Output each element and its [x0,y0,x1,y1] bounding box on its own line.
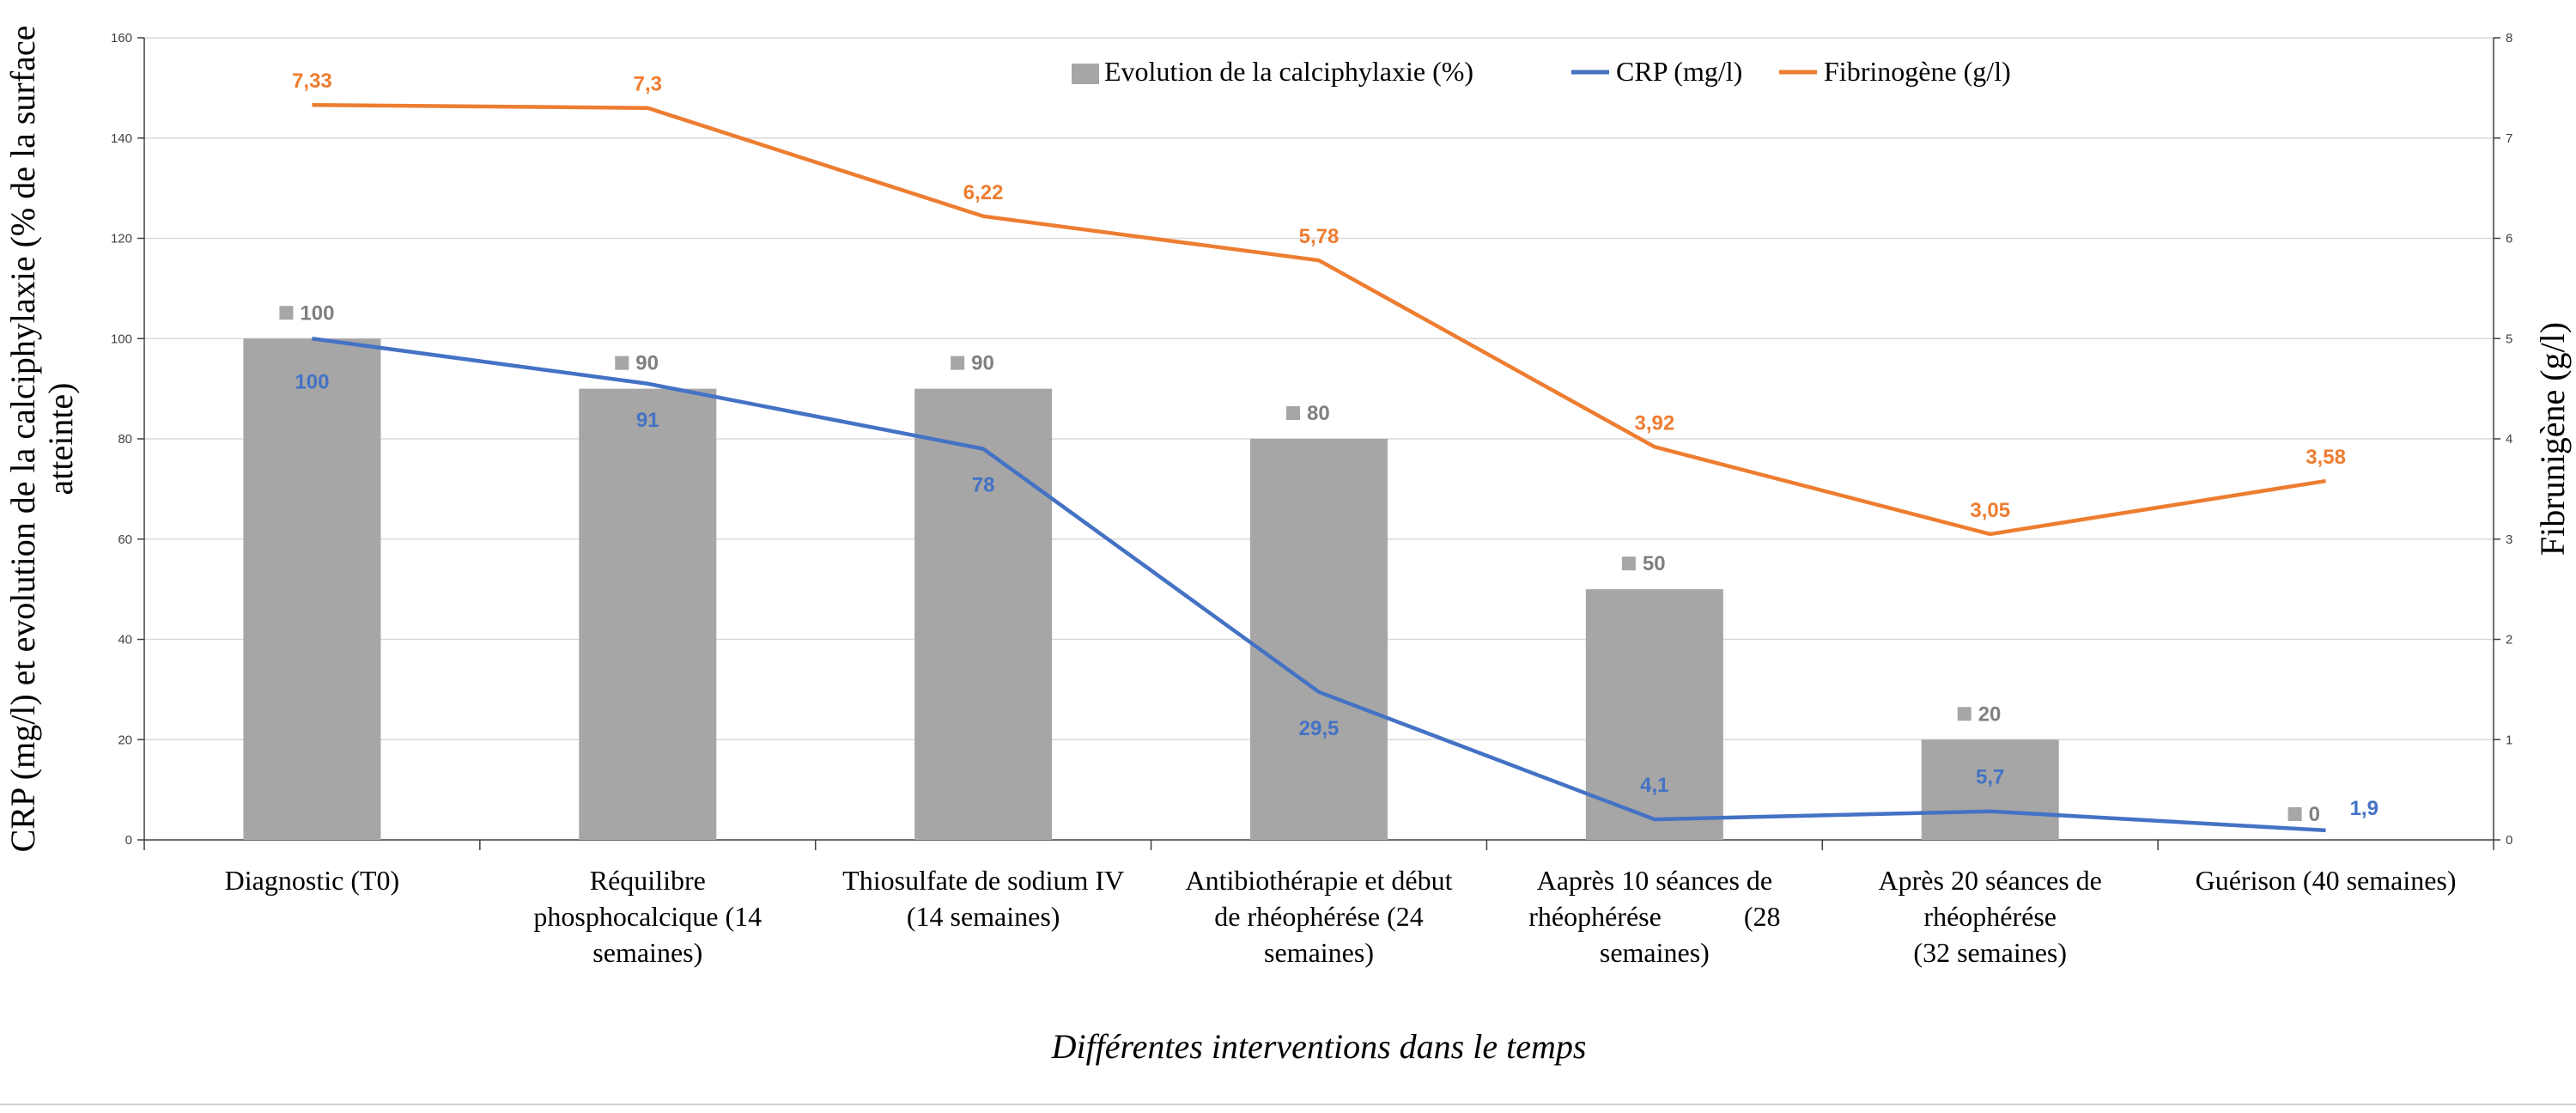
x-category-label: (32 semaines) [1913,937,2067,968]
fibrinogen-data-label: 3,05 [1970,499,2010,522]
x-category-label: rhéophérése [1923,901,2057,932]
x-axis-title: Différentes interventions dans le temps [1051,1027,1587,1066]
crp-data-label: 29,5 [1299,717,1340,740]
bar [914,388,1053,840]
right-tick-label: 0 [2506,833,2512,848]
fibrinogen-data-label: 7,33 [292,70,332,93]
bar-data-label: 50 [1643,552,1666,575]
series-line-1 [312,337,2326,833]
left-tick-label: 140 [111,131,132,146]
x-category-label: semaines) [1264,937,1374,968]
x-category-label: (14 semaines) [907,901,1060,932]
right-tick-label: 1 [2506,733,2512,747]
legend-label-crp: CRP (mg/l) [1616,56,1742,87]
crp-data-label: 5,7 [1976,766,2004,789]
left-tick-label: 80 [118,432,132,447]
series-line-2 [312,102,2326,537]
bar-label-marker [1621,556,1636,571]
right-axis-title: Fibrunigène (g/l) [2533,322,2572,556]
bar-label-marker [615,356,629,370]
bar-label-marker [279,306,294,320]
crp-data-label: 78 [972,474,995,497]
right-tick-label: 6 [2506,232,2512,246]
left-tick-label: 40 [118,633,132,648]
x-category-label: semaines) [592,937,702,968]
right-tick-label: 8 [2506,31,2512,46]
bar-data-label: 90 [635,352,659,375]
bar-label-marker [2287,807,2302,821]
left-tick-label: 20 [118,733,132,747]
x-category-label: Diagnostic (T0) [225,865,400,896]
right-tick-label: 7 [2506,131,2512,146]
bar-data-label: 20 [1978,702,2002,726]
fibrinogen-data-label: 3,92 [1634,411,1674,435]
bar-data-label: 90 [971,352,994,375]
left-tick-label: 100 [111,331,132,346]
x-category-label: Guérison (40 semaines) [2196,865,2457,896]
right-tick-label: 5 [2506,331,2512,346]
left-axis-title: CRP (mg/l) et evolution de la calciphyla… [3,26,42,853]
legend-swatch-bar [1072,64,1099,84]
x-category-label: rhéophérése (28 [1528,901,1780,932]
bar [579,388,717,840]
left-axis-title: atteinte) [41,382,80,495]
fibrinogen-data-label: 7,3 [634,73,662,96]
right-tick-label: 4 [2506,432,2512,447]
left-tick-label: 0 [125,833,132,848]
left-tick-label: 60 [118,532,132,547]
crp-data-label: 4,1 [1640,774,1668,797]
bar-data-label: 80 [1307,402,1330,425]
fibrinogen-data-label: 3,58 [2306,446,2346,469]
right-tick-label: 3 [2506,532,2512,547]
bar [1585,589,1723,840]
bar-data-label: 0 [2309,803,2320,826]
crp-data-label: 91 [636,409,659,432]
legend-label-bar: Evolution de la calciphylaxie (%) [1104,56,1473,87]
bar-data-label: 100 [300,301,334,325]
x-category-label: de rhéophérése (24 [1214,901,1423,932]
bar-label-marker [1286,406,1300,420]
x-category-label: Thiosulfate de sodium IV [842,865,1124,896]
x-category-label: Antibiothérapie et début [1185,865,1452,896]
left-tick-label: 120 [111,232,132,246]
left-tick-label: 160 [111,31,132,46]
x-category-label: semaines) [1600,937,1710,968]
bar-label-marker [951,356,965,370]
legend-label-fibrinogen: Fibrinogène (g/l) [1824,56,2011,87]
bar [243,338,381,840]
crp-data-label: 100 [295,370,329,393]
crp-data-label: 1,9 [2350,797,2379,820]
x-category-label: Après 20 séances de [1879,865,2102,896]
fibrinogen-data-label: 6,22 [963,181,1004,204]
bar [1250,439,1388,840]
x-category-label: phosphocalcique (14 [533,901,762,932]
bar [1921,739,2059,840]
right-tick-label: 2 [2506,633,2512,648]
x-category-label: Aaprès 10 séances de [1537,865,1773,896]
bar-label-marker [1957,707,1971,721]
fibrinogen-data-label: 5,78 [1299,225,1340,248]
x-category-label: Réquilibre [590,865,706,896]
